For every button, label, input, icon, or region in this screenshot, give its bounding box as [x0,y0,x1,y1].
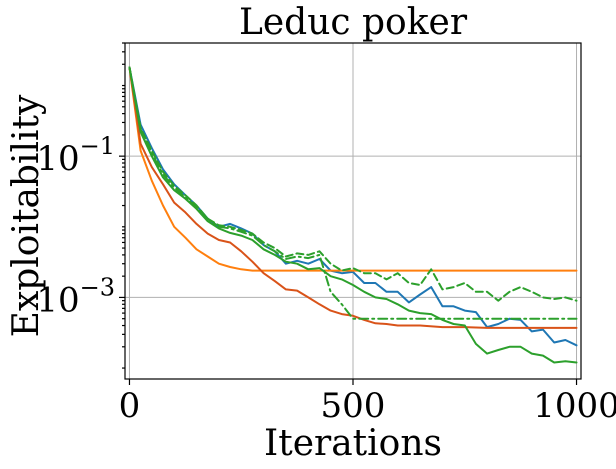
series-group [128,66,578,364]
y-axis-ticks: 10−1 10−3 [36,42,125,369]
x-tick-label: 1000 [533,386,616,426]
grid [125,43,581,379]
x-tick-label: 500 [321,386,386,426]
y-tick-label: 10−3 [36,273,115,320]
x-tick-label: 0 [119,386,141,426]
y-axis-label: Exploitability [6,94,47,337]
series-line-2 [128,66,578,272]
y-tick-label: 10−1 [36,132,115,179]
x-axis-label: Iterations [264,423,442,464]
series-line-6 [128,66,578,320]
series-line-4 [128,66,578,364]
series-line-3 [128,66,578,329]
x-axis-ticks: 0 500 1000 [119,379,616,426]
chart-title: Leduc poker [239,2,468,43]
